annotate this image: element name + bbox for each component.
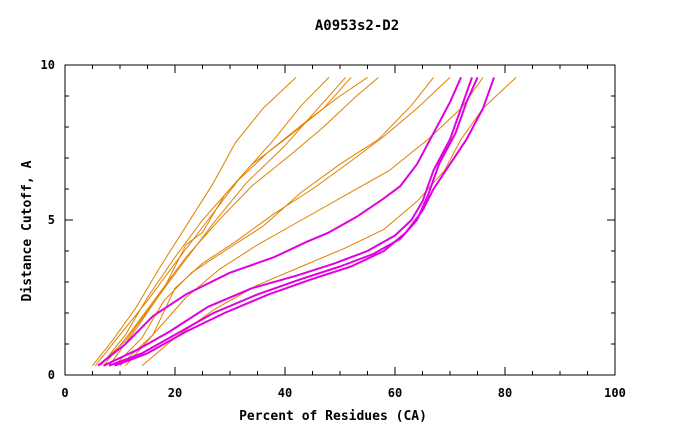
axis-tick-labels: 0 20 40 60 80 100 0 5 10 [41, 58, 626, 400]
series-line-model-m2 [103, 77, 473, 367]
x-tick-label-40: 40 [278, 386, 292, 400]
y-axis-label: Distance Cutoff, A [20, 160, 35, 301]
x-tick-label-100: 100 [604, 386, 626, 400]
x-tick-label-0: 0 [61, 386, 68, 400]
x-tick-label-80: 80 [498, 386, 512, 400]
series-line-model-o2 [94, 77, 330, 367]
series-line-model-m3 [108, 76, 479, 367]
series-line-model-o9 [125, 77, 484, 367]
series-line-model-o5 [103, 77, 379, 367]
series-line-model-o7 [114, 77, 434, 367]
series-line-model-o8 [119, 77, 451, 367]
y-tick-label-5: 5 [48, 213, 55, 227]
axis-ticks [64, 64, 616, 376]
x-axis-label: Percent of Residues (CA) [239, 409, 427, 424]
y-tick-label-10: 10 [41, 58, 55, 72]
series-line-model-m1 [97, 76, 462, 367]
series-layer [92, 76, 517, 367]
chart-title: A0953s2-D2 [315, 18, 399, 34]
series-line-model-m4 [114, 77, 495, 367]
y-tick-label-0: 0 [48, 368, 55, 382]
x-tick-label-20: 20 [168, 386, 182, 400]
series-line-model-o1 [92, 77, 297, 367]
x-tick-label-60: 60 [388, 386, 402, 400]
series-line-model-o6 [108, 77, 352, 366]
series-line-model-o10 [141, 77, 517, 367]
